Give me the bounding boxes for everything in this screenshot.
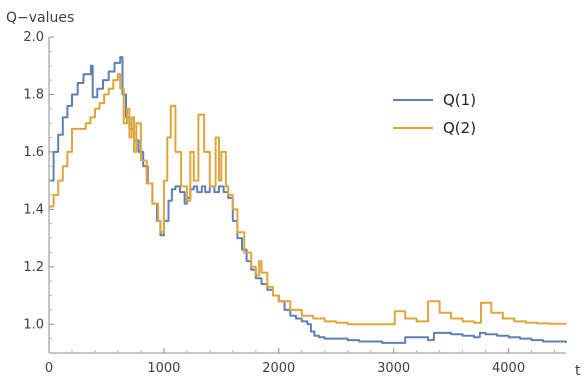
x-tick-label: 4000 bbox=[492, 361, 525, 376]
y-tick-label: 1.6 bbox=[23, 145, 44, 160]
y-tick-label: 1.8 bbox=[23, 87, 44, 102]
y-tick-label: 1.4 bbox=[23, 202, 44, 217]
axes: 0 1000 2000 3000 4000 1.0 1.2 1.4 1.6 1.8 2.0 bbox=[23, 30, 566, 376]
x-tick-label: 0 bbox=[45, 361, 53, 376]
y-axis-title: Q−values bbox=[6, 10, 74, 26]
plot-area bbox=[49, 56, 567, 344]
legend-label-1: Q(1) bbox=[443, 91, 476, 109]
x-tick-label: 1000 bbox=[147, 361, 180, 376]
y-tick-label: 1.0 bbox=[23, 317, 44, 332]
legend: Q(1) Q(2) bbox=[393, 91, 476, 137]
series-line-2 bbox=[49, 73, 567, 326]
x-axis-title: t bbox=[575, 363, 581, 379]
x-tick-label: 2000 bbox=[262, 361, 295, 376]
x-tick-label: 3000 bbox=[377, 361, 410, 376]
series-line-1 bbox=[49, 56, 567, 344]
y-tick-label: 1.2 bbox=[23, 260, 44, 275]
legend-label-2: Q(2) bbox=[443, 119, 476, 137]
y-tick-label: 2.0 bbox=[23, 30, 44, 45]
